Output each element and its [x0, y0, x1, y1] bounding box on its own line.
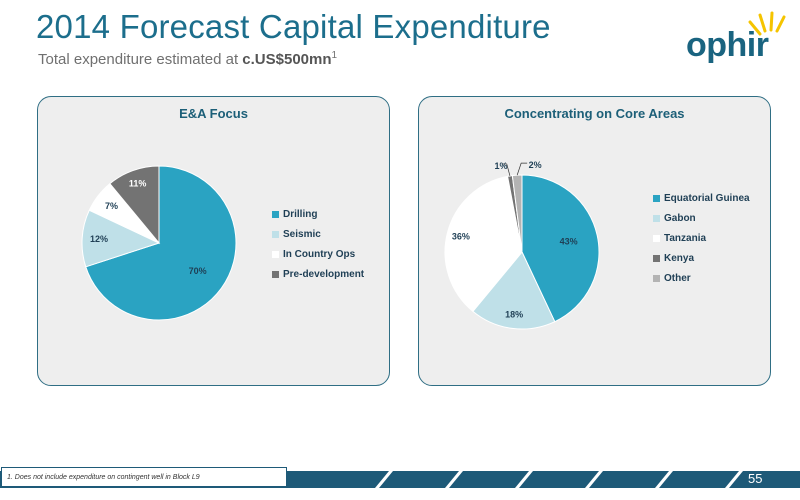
page-title: 2014 Forecast Capital Expenditure [36, 8, 551, 45]
legend-swatch [653, 274, 660, 282]
pie-slice-drilling [85, 165, 237, 321]
footnote: 1. Does not include expenditure on conti… [1, 467, 287, 487]
legend-label: In Country Ops [283, 248, 356, 260]
legend-label: Drilling [283, 208, 318, 220]
legend-swatch [653, 194, 660, 202]
legend-ea-focus: Drilling Seismic In Country Ops Pre-develop… [272, 204, 364, 284]
legend-item-other: Other [653, 268, 750, 288]
legend-item-in-country-ops: In Country Ops [272, 244, 364, 264]
page-subtitle: Total expenditure estimated at c.US$500m… [38, 50, 337, 68]
pie-slice-gabon [472, 251, 556, 330]
legend-label: Other [664, 272, 691, 284]
sun-icon [748, 11, 786, 36]
legend-item-drilling: Drilling [272, 204, 364, 224]
legend-swatch [653, 214, 660, 222]
page-number: 55 [748, 471, 763, 486]
pie-slice-pre-development [109, 165, 160, 245]
legend-swatch [272, 250, 279, 258]
legend-core-areas: Equatorial Guinea Gabon Tanzania Kenya Other [653, 188, 750, 288]
pie-slice-equatorial-guinea [521, 174, 600, 323]
leader-line-kenya [501, 163, 511, 177]
pie-label-seismic: 12% [90, 234, 108, 244]
logo-text: ophir [686, 26, 769, 64]
pie-label-other: 2% [529, 160, 542, 170]
chart-panel-core-areas: Concentrating on Core Areas 43% 18% 36% 1% 2… [418, 96, 771, 386]
leader-line-other [516, 162, 528, 176]
legend-swatch [272, 210, 279, 218]
legend-label: Pre-development [283, 268, 365, 280]
legend-item-gabon: Gabon [653, 208, 750, 228]
legend-item-kenya: Kenya [653, 248, 750, 268]
footer-stripes [375, 471, 743, 488]
pie-label-tanzania: 36% [452, 231, 470, 241]
chart-title: E&A Focus [179, 106, 248, 121]
pie-label-in-country-ops: 7% [105, 201, 118, 211]
legend-swatch [272, 230, 279, 238]
legend-label: Seismic [283, 228, 321, 240]
pie-slice-tanzania [444, 175, 523, 313]
pie-label-drilling: 70% [189, 266, 207, 276]
chart-panel-ea-focus: E&A Focus 70% 12% 7% 11% Drilling Seismic In … [37, 96, 390, 386]
legend-label: Tanzania [664, 232, 707, 244]
legend-item-equatorial-guinea: Equatorial Guinea [653, 188, 750, 208]
pie-chart-ea-focus: 70% 12% 7% 11% [81, 165, 237, 321]
pie-slice-other [511, 174, 523, 253]
legend-label: Gabon [664, 212, 696, 224]
subtitle-footnote-mark: 1 [331, 50, 338, 61]
subtitle-prefix: Total expenditure estimated at [38, 51, 243, 68]
legend-item-tanzania: Tanzania [653, 228, 750, 248]
legend-label: Kenya [664, 252, 695, 264]
legend-label: Equatorial Guinea [664, 192, 750, 204]
chart-title: Concentrating on Core Areas [504, 106, 685, 121]
legend-item-seismic: Seismic [272, 224, 364, 244]
pie-label-equatorial-guinea: 43% [560, 237, 578, 247]
pie-label-kenya: 1% [494, 161, 507, 171]
legend-swatch [272, 270, 279, 278]
pie-label-pre-development: 11% [129, 179, 147, 189]
legend-swatch [653, 254, 660, 262]
legend-item-pre-development: Pre-development [272, 264, 364, 284]
pie-label-gabon: 18% [505, 310, 523, 320]
pie-chart-core-areas: 43% 18% 36% 1% 2% [444, 160, 600, 330]
legend-swatch [653, 234, 660, 242]
subtitle-value: c.US$500mn [242, 51, 332, 68]
